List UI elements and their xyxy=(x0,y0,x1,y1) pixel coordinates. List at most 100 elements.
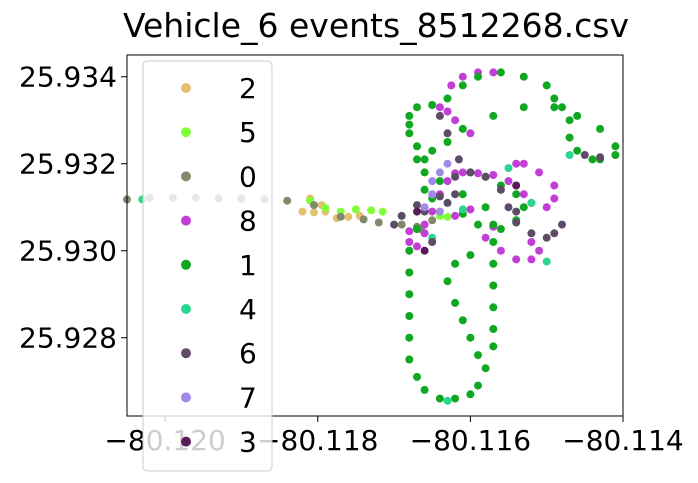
point-1-35 xyxy=(458,190,467,199)
point-6-17 xyxy=(542,233,551,242)
point-1-12 xyxy=(474,72,482,81)
point-1-21 xyxy=(588,155,597,164)
point-6-20 xyxy=(580,151,589,159)
point-1-13 xyxy=(496,68,505,77)
legend-items: 2 5 0 8 1 4 6 7 3 xyxy=(181,72,257,459)
point-8-25 xyxy=(527,238,536,246)
point-6-12 xyxy=(496,185,505,194)
point-4-4 xyxy=(527,198,536,207)
point-8-36 xyxy=(420,220,429,229)
point-1-20 xyxy=(573,146,582,155)
point-1-46 xyxy=(466,390,475,399)
point-8-29 xyxy=(435,103,444,112)
point-0-12 xyxy=(397,220,406,229)
point-6-7 xyxy=(454,155,463,164)
ticks-layer: −80.120−80.118−80.116−80.11425.92825.930… xyxy=(19,61,684,457)
x-tick-label-2: −80.116 xyxy=(410,424,531,457)
point-1-39 xyxy=(489,259,498,268)
point-1-7 xyxy=(405,111,414,120)
point-0-8 xyxy=(310,201,318,210)
point-1-45 xyxy=(474,381,482,390)
point-1-70 xyxy=(512,190,521,199)
point-6-3 xyxy=(443,198,452,207)
point-8-34 xyxy=(466,205,475,214)
point-6-5 xyxy=(435,192,444,201)
point-6-14 xyxy=(512,207,521,216)
point-8-10 xyxy=(504,177,513,186)
point-8-23 xyxy=(527,255,536,264)
point-1-16 xyxy=(550,94,559,103)
y-tick-label-3: 25.934 xyxy=(19,61,117,94)
point-1-66 xyxy=(474,220,482,229)
point-5-4 xyxy=(367,206,376,215)
legend-label-7: 7 xyxy=(239,381,257,414)
point-1-4 xyxy=(413,142,421,151)
point-8-7 xyxy=(458,168,467,177)
point-5-5 xyxy=(378,207,387,216)
point-3-2 xyxy=(413,207,421,216)
point-1-6 xyxy=(405,120,414,129)
point-6-13 xyxy=(504,203,513,212)
point-3-1 xyxy=(512,181,521,190)
point-1-28 xyxy=(519,103,528,112)
point-1-52 xyxy=(405,333,414,342)
point-6-11 xyxy=(481,172,490,181)
point-8-20 xyxy=(481,233,490,242)
x-tick-label-3: −80.114 xyxy=(562,424,683,457)
y-tick-label-1: 25.930 xyxy=(19,235,117,268)
point-1-64 xyxy=(474,351,482,360)
legend-label-3: 3 xyxy=(239,426,257,459)
point-8-16 xyxy=(535,168,544,177)
point-1-44 xyxy=(481,364,490,373)
point-1-62 xyxy=(458,316,467,325)
point-7-1 xyxy=(428,190,437,199)
point-3-0 xyxy=(420,246,429,255)
point-5-7 xyxy=(443,212,452,221)
point-2-1 xyxy=(310,208,318,217)
legend-marker-7 xyxy=(181,392,191,403)
point-1-63 xyxy=(466,333,475,342)
point-7-2 xyxy=(428,177,437,186)
point-1-29 xyxy=(489,111,498,120)
point-8-11 xyxy=(519,190,528,199)
point-2-0 xyxy=(298,207,307,216)
point-6-18 xyxy=(550,229,559,238)
point-8-2 xyxy=(420,229,429,238)
point-0-9 xyxy=(336,212,345,221)
point-7-0 xyxy=(420,203,429,212)
point-6-1 xyxy=(397,211,406,220)
point-5-3 xyxy=(351,205,360,214)
point-8-1 xyxy=(413,242,421,251)
points-layer xyxy=(123,68,620,405)
point-1-57 xyxy=(413,225,421,233)
point-1-56 xyxy=(405,246,414,255)
point-1-51 xyxy=(405,355,414,364)
point-1-67 xyxy=(496,225,505,233)
point-8-21 xyxy=(496,246,505,255)
point-8-37 xyxy=(405,227,414,236)
series-6 xyxy=(390,111,605,246)
point-1-25 xyxy=(596,124,605,133)
point-0-10 xyxy=(359,215,368,224)
point-1-15 xyxy=(542,81,551,90)
point-0-11 xyxy=(374,218,383,227)
point-1-50 xyxy=(413,372,421,381)
point-1-34 xyxy=(435,177,444,186)
point-1-61 xyxy=(451,298,460,307)
point-0-7 xyxy=(283,196,292,205)
point-8-22 xyxy=(512,255,521,264)
point-1-14 xyxy=(519,72,528,81)
point-8-13 xyxy=(542,203,551,212)
legend-marker-3 xyxy=(181,436,191,447)
legend-label-4: 4 xyxy=(239,293,257,326)
point-1-3 xyxy=(413,155,421,164)
point-8-33 xyxy=(489,68,498,77)
point-1-2 xyxy=(420,168,429,177)
point-1-27 xyxy=(550,103,559,112)
series-1 xyxy=(405,68,620,403)
legend-label-0: 0 xyxy=(239,160,257,193)
point-8-24 xyxy=(535,246,544,255)
point-8-18 xyxy=(512,159,521,168)
point-8-27 xyxy=(451,116,460,125)
